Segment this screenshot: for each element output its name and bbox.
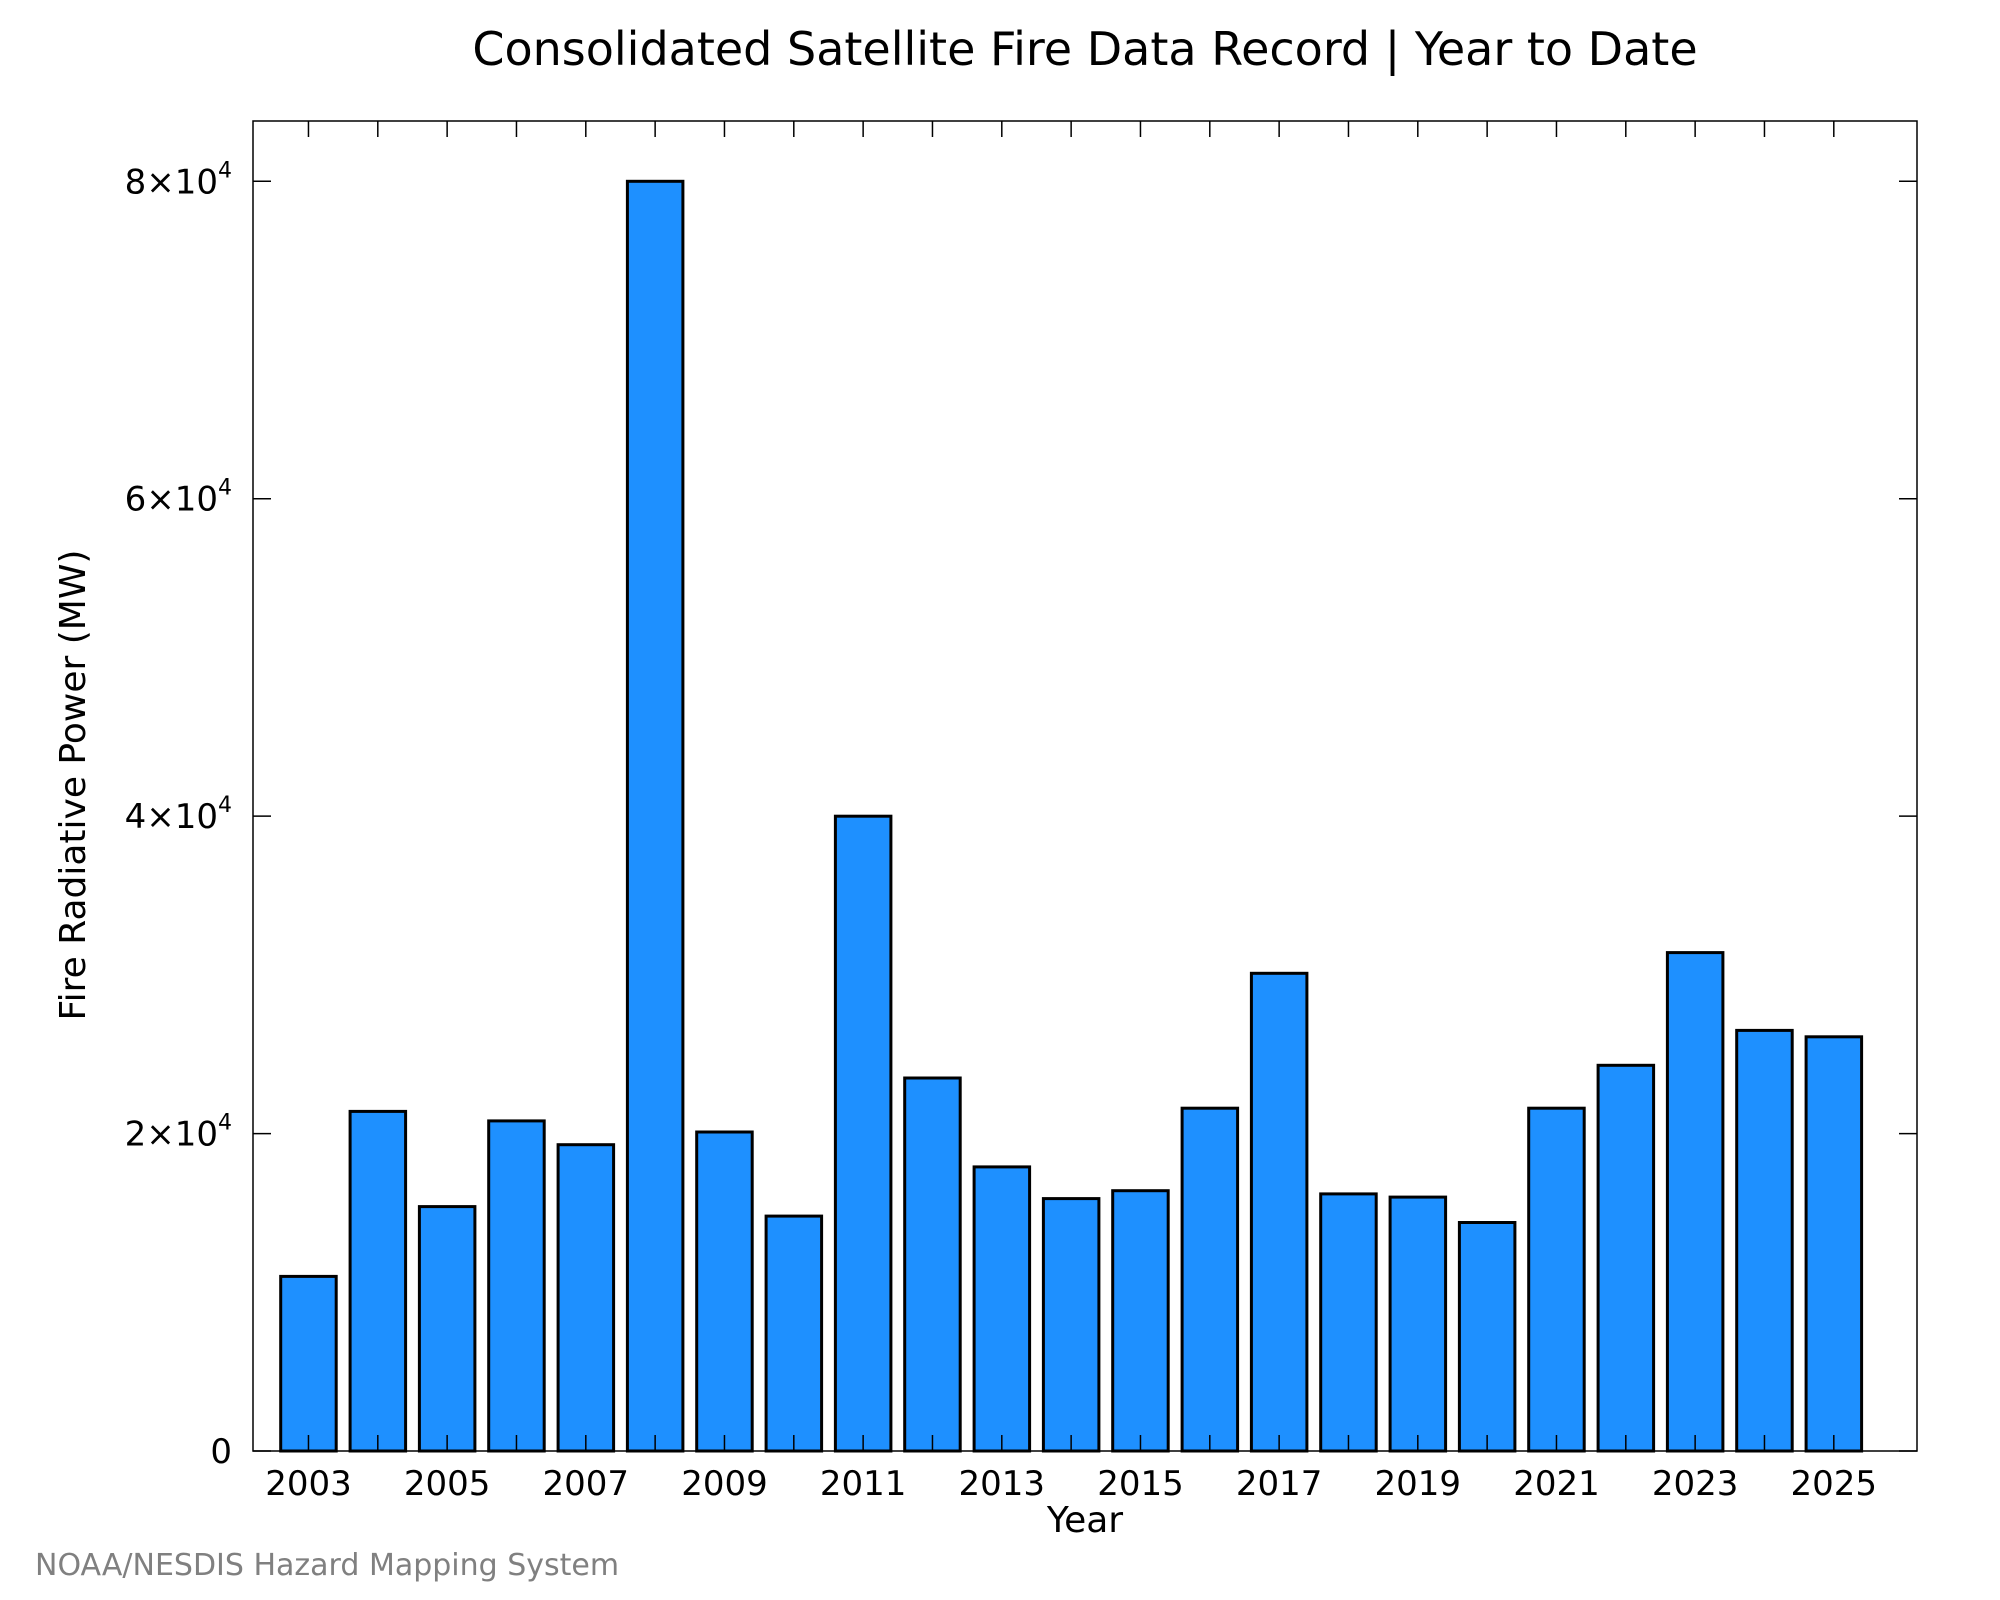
bar-2016 — [1180, 1106, 1240, 1453]
bar-2011 — [833, 814, 893, 1453]
bar-2004 — [348, 1109, 408, 1453]
x-axis-ticks: 2003 2005 2007 2009 2011 2013 2015 2017 2019 2021… — [265, 121, 1877, 1504]
plot-frame — [252, 120, 1918, 1452]
bar-2010 — [764, 1214, 824, 1453]
x-tick-label: 2021 — [1513, 1464, 1600, 1504]
bar-2023 — [1665, 951, 1725, 1453]
bar-2021 — [1527, 1106, 1586, 1453]
x-tick-label: 2013 — [959, 1464, 1046, 1504]
x-tick-label: 2005 — [404, 1464, 491, 1504]
x-tick-label: 2011 — [820, 1464, 907, 1504]
x-tick-label: 2015 — [1097, 1464, 1184, 1504]
y-tick-label: 0 — [210, 1432, 232, 1472]
bar-2005 — [417, 1205, 477, 1453]
x-tick-label: 2003 — [265, 1464, 352, 1504]
x-tick-label: 2009 — [681, 1464, 768, 1504]
bar-2019 — [1388, 1195, 1448, 1453]
bar-2018 — [1319, 1192, 1378, 1453]
bar-2017 — [1249, 971, 1309, 1453]
x-axis-label: Year — [1046, 1500, 1123, 1541]
y-axis-label: Fire Radiative Power (MW) — [53, 550, 94, 1021]
chart-title: Consolidated Satellite Fire Data Record … — [472, 22, 1697, 77]
x-tick-label: 2019 — [1375, 1464, 1462, 1504]
y-tick-label: 4×104 — [125, 793, 232, 837]
bar-2006 — [487, 1119, 546, 1453]
bar-2009 — [695, 1130, 754, 1453]
bar-2015 — [1111, 1189, 1170, 1453]
y-tick-label: 8×104 — [125, 158, 232, 202]
bar-2014 — [1041, 1197, 1101, 1453]
y-axis-ticks: 0 2×104 4×104 6×104 8×104 — [125, 158, 1917, 1472]
x-tick-label: 2025 — [1791, 1464, 1878, 1504]
bar-2012 — [903, 1076, 962, 1453]
bar-2025 — [1804, 1035, 1864, 1453]
bar-2022 — [1596, 1063, 1656, 1453]
bar-2007 — [556, 1143, 616, 1453]
bar-2024 — [1735, 1028, 1794, 1453]
y-tick-label: 2×104 — [125, 1111, 232, 1155]
x-tick-label: 2017 — [1236, 1464, 1323, 1504]
bar-2003 — [279, 1274, 338, 1453]
source-credit: NOAA/NESDIS Hazard Mapping System — [35, 1548, 619, 1583]
x-tick-label: 2007 — [543, 1464, 630, 1504]
bar-2013 — [972, 1165, 1032, 1453]
y-tick-label: 6×104 — [125, 476, 232, 520]
bars — [279, 179, 1864, 1453]
bar-2020 — [1457, 1221, 1517, 1453]
x-tick-label: 2023 — [1652, 1464, 1739, 1504]
bar-2008 — [625, 179, 685, 1453]
